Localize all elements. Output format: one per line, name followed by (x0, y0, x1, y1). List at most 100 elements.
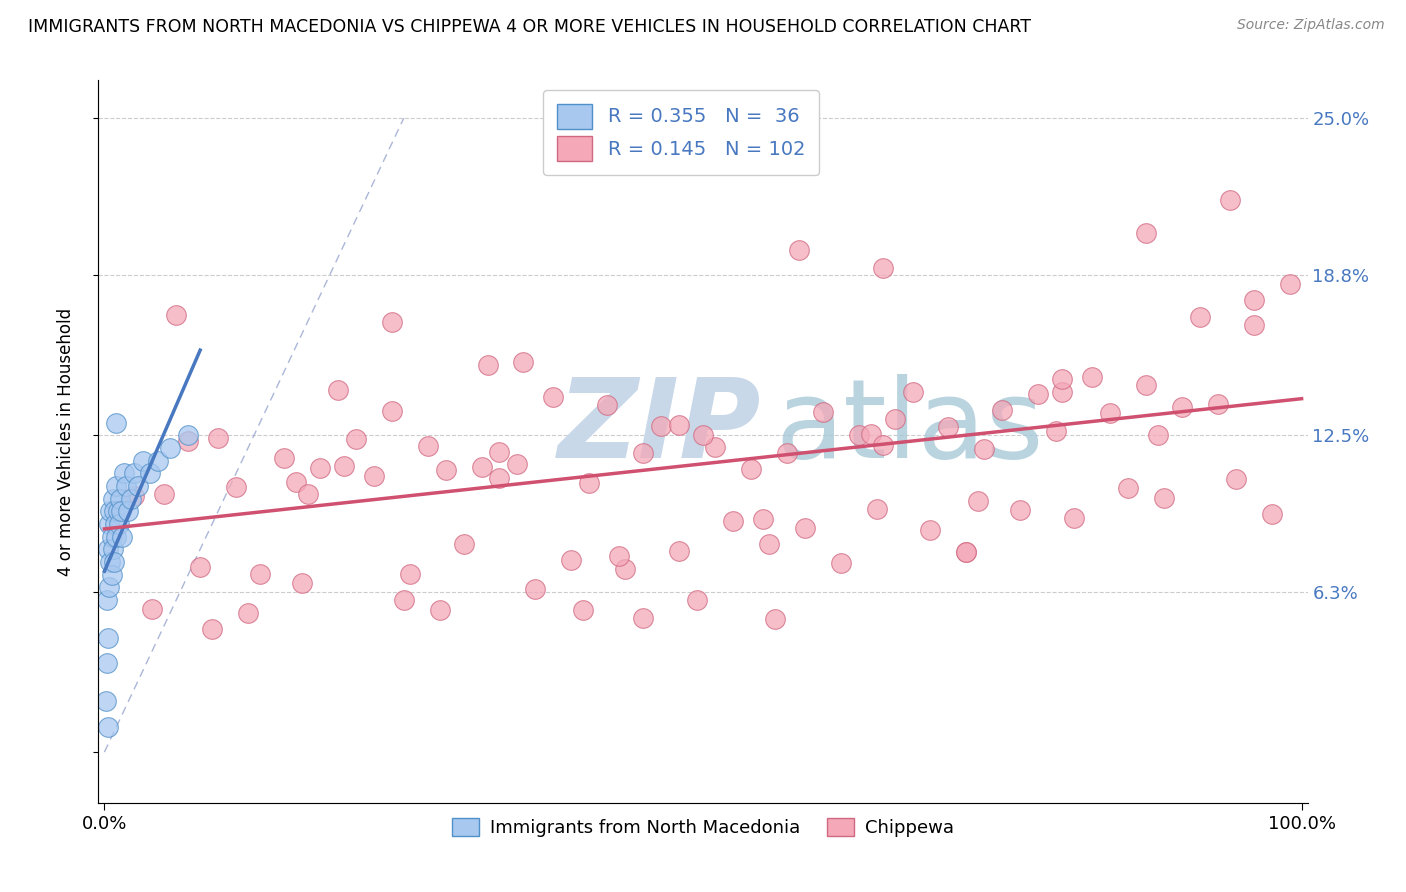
Point (1243, 293, 1265, 307)
Point (1081, 370, 1104, 384)
Point (236, 606, 259, 620)
Point (704, 440, 727, 454)
Point (1260, 507, 1282, 521)
Point (1099, 406, 1122, 420)
Point (560, 553, 582, 567)
Point (434, 463, 457, 477)
Point (1050, 385, 1073, 400)
Point (100, 567, 122, 582)
Point (98, 580, 121, 594)
Point (112, 467, 135, 481)
Point (614, 561, 637, 575)
Point (392, 593, 415, 607)
Point (830, 556, 852, 570)
Point (506, 457, 529, 471)
Point (1010, 502, 1032, 516)
Point (153, 486, 176, 500)
Point (920, 523, 942, 537)
Point (967, 493, 990, 508)
Point (177, 434, 200, 448)
Point (901, 385, 924, 400)
Point (344, 432, 367, 446)
Point (105, 416, 128, 430)
Point (97, 631, 120, 645)
Point (488, 471, 510, 485)
Legend: Immigrants from North Macedonia, Chippewa: Immigrants from North Macedonia, Chippew… (444, 811, 962, 845)
Point (111, 530, 134, 544)
Point (955, 545, 977, 559)
Point (811, 405, 834, 419)
Point (381, 404, 404, 418)
Point (973, 442, 995, 457)
Point (453, 537, 475, 551)
Point (326, 383, 349, 397)
Point (470, 459, 492, 474)
Point (124, 467, 146, 481)
Point (105, 530, 128, 544)
Point (776, 446, 799, 460)
Point (607, 549, 630, 564)
Point (96, 593, 118, 607)
Point (97, 542, 120, 557)
Point (117, 504, 139, 518)
Point (120, 491, 142, 506)
Point (207, 431, 229, 445)
Point (103, 555, 125, 569)
Point (631, 446, 654, 460)
Point (107, 504, 129, 518)
Point (1243, 318, 1265, 333)
Point (787, 243, 810, 257)
Point (721, 515, 744, 529)
Point (1135, 226, 1157, 240)
Point (991, 402, 1014, 417)
Text: ZIP: ZIP (558, 374, 762, 481)
Point (668, 544, 690, 558)
Point (165, 308, 187, 322)
Point (188, 559, 211, 574)
Point (97, 720, 120, 734)
Point (249, 567, 271, 582)
Point (100, 504, 122, 518)
Point (141, 601, 163, 615)
Point (159, 441, 181, 455)
Point (938, 420, 960, 434)
Point (1153, 491, 1175, 505)
Point (1278, 277, 1301, 292)
Point (148, 453, 170, 467)
Point (752, 512, 775, 526)
Point (273, 450, 295, 465)
Point (108, 491, 131, 506)
Point (1050, 372, 1073, 386)
Point (572, 603, 595, 617)
Point (650, 419, 672, 434)
Point (848, 427, 870, 442)
Point (1116, 481, 1139, 495)
Point (1147, 427, 1170, 442)
Point (543, 390, 565, 404)
Point (1063, 511, 1085, 525)
Point (1188, 310, 1211, 324)
Point (98, 516, 121, 531)
Point (201, 622, 224, 636)
Text: atlas: atlas (776, 374, 1045, 481)
Point (793, 521, 815, 535)
Point (101, 491, 124, 506)
Point (1135, 378, 1157, 392)
Point (398, 567, 420, 582)
Point (139, 467, 162, 481)
Point (1206, 397, 1229, 411)
Point (177, 428, 200, 442)
Point (865, 502, 887, 516)
Point (859, 426, 882, 441)
Text: IMMIGRANTS FROM NORTH MACEDONIA VS CHIPPEWA 4 OR MORE VEHICLES IN HOUSEHOLD CORR: IMMIGRANTS FROM NORTH MACEDONIA VS CHIPP… (28, 18, 1031, 36)
Point (692, 428, 714, 442)
Point (758, 537, 780, 551)
Point (115, 479, 138, 493)
Y-axis label: 4 or more Vehicles in Household: 4 or more Vehicles in Household (56, 308, 75, 575)
Point (524, 582, 547, 596)
Point (284, 475, 307, 490)
Point (1219, 194, 1241, 208)
Point (740, 462, 762, 476)
Point (512, 354, 534, 368)
Point (381, 315, 404, 329)
